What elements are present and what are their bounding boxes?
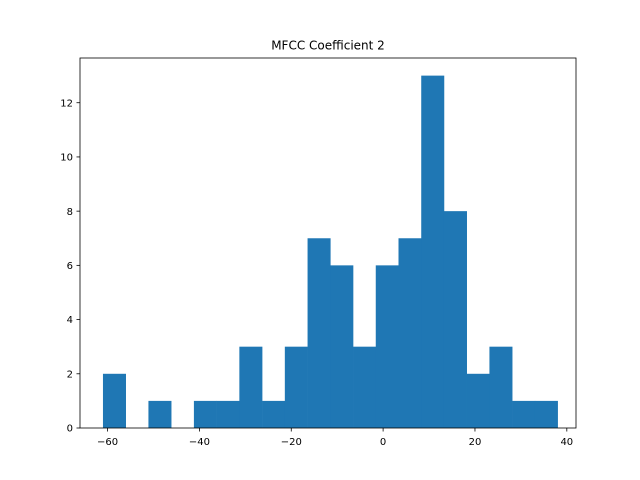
histogram-bar (216, 400, 240, 428)
x-tick-label: 40 (560, 437, 573, 448)
histogram-bar (102, 373, 126, 428)
histogram-bar (148, 400, 172, 428)
y-axis-ticks: 0 2 4 6 8 10 12 (60, 98, 80, 435)
histogram-bar (353, 346, 377, 428)
x-axis-ticks: −60 −40 −20 0 20 40 (97, 428, 573, 448)
y-tick-label: 12 (60, 98, 73, 109)
histogram-bar (489, 346, 513, 428)
histogram-bar (534, 400, 558, 428)
histogram-bar (421, 75, 445, 429)
y-tick-label: 2 (67, 369, 73, 380)
bars-layer (102, 75, 558, 429)
plot-frame (79, 57, 577, 429)
histogram-bar (193, 400, 217, 428)
histogram-bar (239, 346, 263, 428)
y-tick-label: 0 (67, 424, 73, 435)
histogram-bar (262, 400, 286, 428)
x-tick-label: −20 (281, 437, 302, 448)
histogram-bar (375, 265, 399, 428)
y-tick-label: 6 (67, 261, 73, 272)
chart-title: MFCC Coefficient 2 (271, 39, 385, 53)
x-tick-label: 0 (380, 437, 386, 448)
histogram-bar (284, 346, 308, 428)
x-tick-label: −40 (189, 437, 210, 448)
histogram-bar (443, 211, 467, 428)
histogram-bar (307, 238, 331, 428)
histogram-bar (330, 265, 354, 428)
x-tick-label: −60 (97, 437, 118, 448)
y-tick-label: 8 (67, 207, 73, 218)
histogram-bar (466, 373, 490, 428)
y-tick-label: 4 (67, 315, 73, 326)
histogram-bar (512, 400, 536, 428)
y-tick-label: 10 (60, 153, 73, 164)
x-tick-label: 20 (469, 437, 482, 448)
histogram-bar (398, 238, 422, 428)
